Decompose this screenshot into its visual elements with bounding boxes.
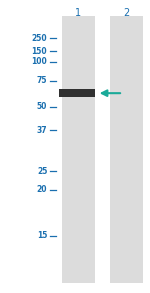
Text: 250: 250 xyxy=(32,34,47,42)
Bar xyxy=(61,16,94,283)
Text: 150: 150 xyxy=(32,47,47,56)
Text: 2: 2 xyxy=(123,8,129,18)
Text: 100: 100 xyxy=(32,57,47,66)
Text: 75: 75 xyxy=(37,76,47,85)
Text: 50: 50 xyxy=(37,103,47,111)
Text: 1: 1 xyxy=(75,8,81,18)
Text: 20: 20 xyxy=(37,185,47,194)
Text: 15: 15 xyxy=(37,231,47,240)
Text: 37: 37 xyxy=(37,126,47,135)
Bar xyxy=(59,89,95,97)
Text: 25: 25 xyxy=(37,167,47,176)
Bar xyxy=(110,16,142,283)
